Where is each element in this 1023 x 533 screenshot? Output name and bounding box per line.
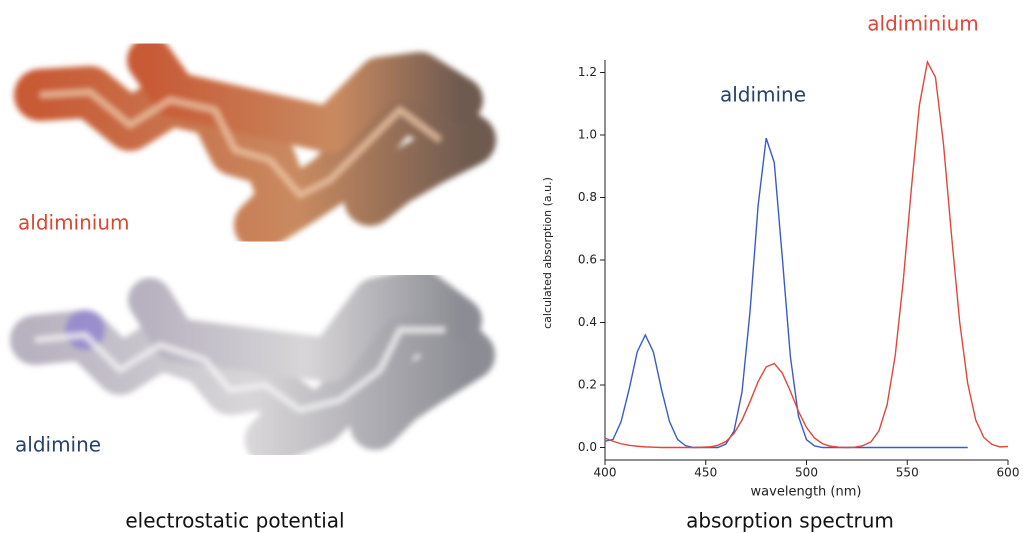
bonds: [39, 88, 442, 199]
series-line: [604, 59, 1009, 449]
molecule-label: aldimine: [15, 433, 101, 457]
nitrogen-region: [65, 310, 105, 350]
surface: [128, 268, 482, 382]
molecule-aldimine: [10, 268, 495, 465]
x-axis-title: wavelength (nm): [751, 485, 862, 500]
x-tick-label: 600: [997, 466, 1020, 480]
molecule-aldiminium: [14, 37, 496, 251]
y-tick-label: 1.0: [578, 128, 597, 142]
y-tick-label: 0.4: [578, 315, 597, 329]
y-axis-title: calculated absorption (a.u.): [541, 177, 554, 329]
caption: absorption spectrum: [686, 509, 894, 533]
x-tick-label: 500: [795, 466, 818, 480]
y-tick-label: 0.0: [578, 440, 597, 454]
x-tick-label: 400: [594, 466, 617, 480]
y-tick-label: 0.2: [578, 378, 597, 392]
molecule-label: aldiminium: [18, 211, 130, 235]
legend-label: aldimine: [720, 83, 806, 107]
y-tick-label: 1.2: [578, 65, 597, 79]
bonds: [34, 327, 445, 414]
legend-label: aldiminium: [867, 12, 979, 36]
caption: electrostatic potential: [125, 509, 344, 533]
y-tick-label: 0.8: [578, 190, 597, 204]
series-line: [604, 137, 968, 449]
x-tick-label: 450: [694, 466, 717, 480]
x-tick-label: 550: [896, 466, 919, 480]
y-tick-label: 0.6: [578, 253, 597, 267]
surface: [127, 37, 483, 153]
